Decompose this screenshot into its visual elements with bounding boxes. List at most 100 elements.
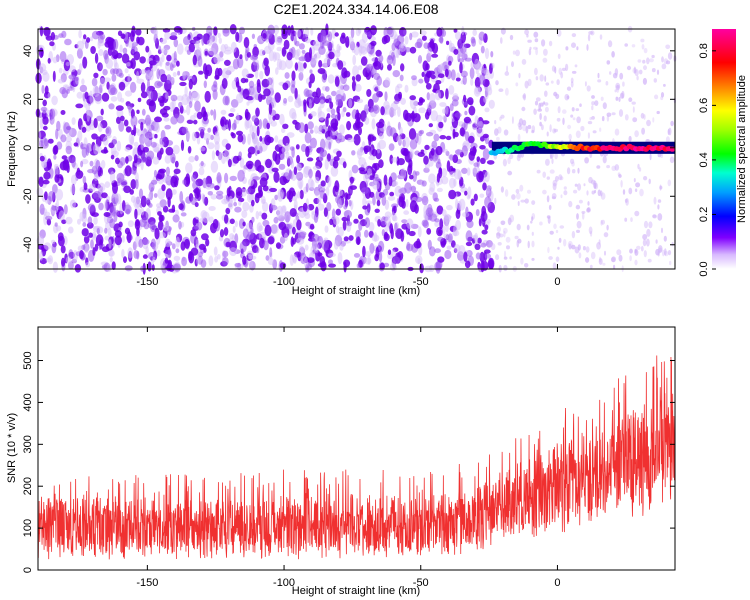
noise-blob	[622, 81, 625, 87]
noise-blob	[373, 162, 380, 171]
noise-blob	[199, 146, 206, 152]
noise-blob	[103, 77, 111, 83]
noise-blob	[663, 83, 666, 87]
noise-blob	[61, 257, 66, 267]
noise-blob	[289, 108, 297, 119]
noise-blob	[236, 130, 243, 136]
noise-blob	[105, 127, 110, 134]
y-tick-label: 100	[22, 519, 34, 537]
noise-blob	[450, 69, 456, 81]
noise-blob	[548, 40, 553, 47]
noise-blob	[448, 85, 455, 95]
noise-blob	[403, 148, 409, 157]
noise-blob	[302, 202, 308, 212]
noise-blob	[65, 256, 72, 264]
noise-blob	[284, 211, 291, 223]
noise-blob	[656, 110, 660, 115]
noise-blob	[554, 175, 559, 182]
noise-blob	[341, 110, 345, 118]
noise-blob	[186, 104, 191, 116]
noise-blob	[409, 32, 413, 41]
noise-blob	[126, 231, 132, 244]
noise-blob	[663, 235, 667, 242]
noise-blob	[363, 145, 372, 153]
noise-blob	[490, 51, 494, 58]
noise-blob	[597, 72, 600, 79]
noise-blob	[200, 160, 204, 167]
noise-blob	[147, 79, 150, 91]
noise-blob	[348, 98, 353, 109]
noise-blob	[222, 250, 229, 258]
noise-blob	[170, 94, 178, 102]
noise-blob	[210, 109, 214, 116]
noise-blob	[422, 60, 429, 71]
noise-blob	[494, 120, 497, 125]
noise-blob	[618, 109, 624, 117]
noise-blob	[250, 54, 258, 61]
noise-blob	[471, 38, 476, 47]
noise-blob	[640, 38, 645, 43]
noise-blob	[409, 138, 418, 150]
noise-blob	[495, 80, 499, 86]
noise-blob	[388, 143, 395, 151]
noise-blob	[148, 203, 153, 208]
noise-blob	[552, 179, 558, 187]
noise-blob	[435, 145, 443, 156]
noise-blob	[43, 26, 51, 37]
noise-blob	[62, 158, 70, 171]
noise-blob	[552, 128, 557, 134]
noise-blob	[441, 176, 449, 185]
noise-blob	[582, 246, 586, 251]
noise-blob	[444, 105, 449, 115]
noise-blob	[437, 64, 445, 73]
noise-blob	[618, 96, 621, 102]
noise-blob	[86, 37, 91, 43]
noise-blob	[665, 136, 670, 144]
noise-blob	[434, 261, 442, 272]
noise-blob	[230, 99, 239, 108]
noise-blob	[239, 26, 245, 35]
noise-blob	[234, 206, 242, 213]
noise-blob	[591, 101, 595, 106]
noise-blob	[230, 41, 237, 53]
noise-blob	[660, 92, 665, 98]
noise-blob	[60, 110, 66, 115]
noise-blob	[74, 75, 80, 85]
noise-blob	[424, 111, 430, 120]
noise-blob	[439, 102, 447, 107]
noise-blob	[317, 111, 326, 121]
noise-blob	[577, 167, 580, 174]
noise-blob	[364, 257, 372, 265]
noise-blob	[247, 133, 252, 146]
noise-blob	[39, 118, 44, 130]
noise-blob	[160, 38, 168, 45]
noise-blob	[179, 81, 187, 87]
noise-blob	[565, 46, 569, 51]
noise-blob	[364, 117, 370, 125]
noise-blob	[418, 130, 423, 137]
noise-blob	[661, 227, 663, 234]
noise-blob	[642, 234, 648, 240]
noise-blob	[522, 123, 527, 132]
noise-blob	[127, 220, 134, 228]
noise-blob	[141, 108, 146, 116]
noise-blob	[477, 237, 482, 244]
noise-blob	[549, 124, 552, 133]
noise-blob	[531, 231, 534, 236]
noise-blob	[208, 216, 214, 223]
noise-blob	[440, 148, 448, 153]
noise-blob	[238, 151, 242, 159]
noise-blob	[518, 118, 524, 126]
noise-blob	[648, 178, 651, 185]
noise-blob	[124, 90, 133, 97]
noise-blob	[65, 89, 70, 94]
noise-blob	[345, 36, 350, 48]
noise-blob	[557, 246, 560, 250]
noise-blob	[653, 78, 657, 83]
noise-blob	[77, 130, 83, 142]
noise-blob	[224, 46, 232, 52]
noise-blob	[190, 115, 196, 121]
noise-blob	[147, 193, 152, 199]
noise-blob	[614, 89, 617, 93]
